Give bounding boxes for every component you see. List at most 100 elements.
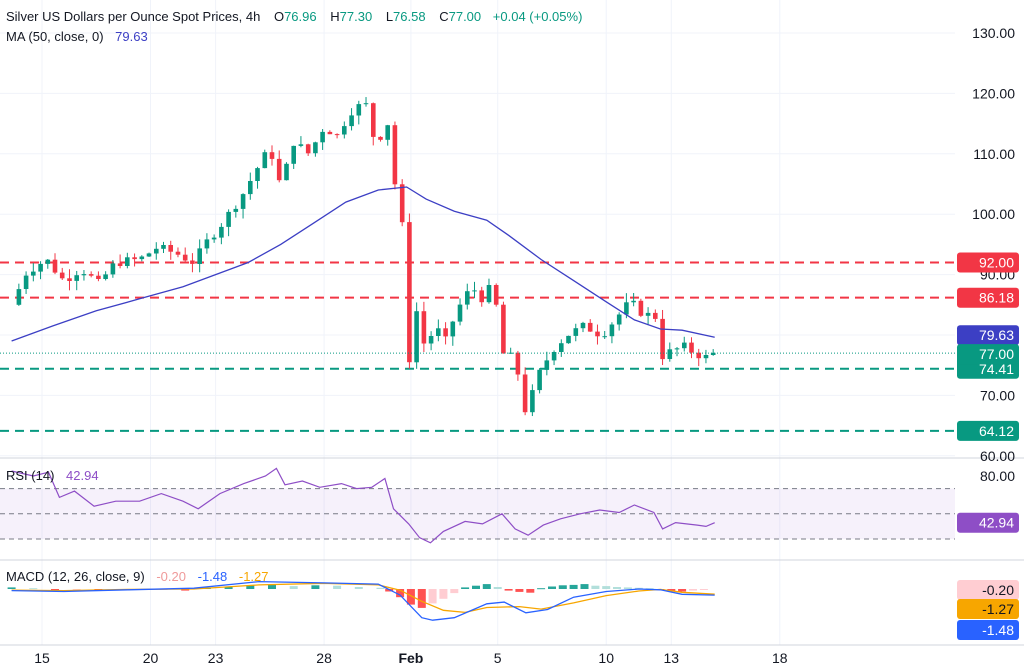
candle-body xyxy=(515,352,521,375)
candle-body xyxy=(399,184,405,223)
macd-hist-bar xyxy=(376,587,385,589)
candle-body xyxy=(103,274,108,279)
macd-hist-bar xyxy=(51,589,59,591)
close-value: 77.00 xyxy=(448,9,482,24)
chart-title: Silver US Dollars per Ounce Spot Prices,… xyxy=(6,9,261,24)
candles xyxy=(16,97,716,417)
macd-hist-bar xyxy=(417,589,426,608)
y-tick-label: 70.00 xyxy=(980,387,1015,403)
candle-body xyxy=(327,131,333,135)
candle-body xyxy=(371,103,376,137)
macd-hist-bar xyxy=(558,585,567,589)
candle-body xyxy=(342,126,347,135)
candle-body xyxy=(414,311,419,363)
macd-hist-bar xyxy=(689,589,697,591)
candle-body xyxy=(631,300,636,303)
candle-body xyxy=(689,342,694,353)
candle-body xyxy=(23,275,29,289)
candle-body xyxy=(421,311,427,344)
macd-hist-bar xyxy=(406,589,415,605)
macd-hist-bar xyxy=(354,587,363,589)
candle-body xyxy=(117,263,123,266)
macd-hist-tag: -0.20 xyxy=(982,582,1014,598)
macd-hist-bar xyxy=(678,589,687,592)
y-tick-label: 60.00 xyxy=(980,448,1015,464)
level-tag: 74.41 xyxy=(979,361,1014,377)
candle-body xyxy=(74,275,79,281)
level-tag-bg xyxy=(957,420,1019,441)
candle-body xyxy=(168,245,173,252)
candle-body xyxy=(284,163,289,181)
macd-hist-bar xyxy=(396,589,405,598)
macd-hist-bar xyxy=(548,586,556,589)
level-tag-bg xyxy=(957,287,1019,308)
macd-hist-bar xyxy=(268,584,276,589)
candle-body xyxy=(320,131,325,143)
candle-body xyxy=(31,271,36,276)
candle-body xyxy=(313,142,318,154)
candle-body xyxy=(291,145,296,164)
candle-body xyxy=(566,335,571,344)
macd-hist-bar xyxy=(181,589,190,591)
candle-body xyxy=(559,343,564,352)
macd-hist-bar xyxy=(580,584,589,589)
low-label: L xyxy=(385,9,394,24)
y-tick-label: 100.00 xyxy=(972,206,1015,222)
candle-body xyxy=(334,134,340,136)
macd-line xyxy=(11,580,715,621)
candle-body xyxy=(472,290,477,292)
candle-body xyxy=(428,336,434,344)
macd-signal-tag: -1.27 xyxy=(982,601,1014,617)
macd-line-tag: -1.48 xyxy=(982,622,1014,638)
macd-hist-bar xyxy=(7,587,16,589)
macd-hist-bar xyxy=(246,585,255,589)
candle-body xyxy=(16,289,22,305)
high-label: H xyxy=(330,9,340,24)
candle-body xyxy=(175,251,181,255)
close-label: C xyxy=(439,9,449,24)
candle-body xyxy=(363,103,369,105)
macd-hist-bar xyxy=(311,585,320,589)
macd-hist-bar xyxy=(289,586,298,589)
open-label: O xyxy=(273,9,285,24)
x-tick-label: 20 xyxy=(143,650,159,666)
candle-body xyxy=(602,336,607,338)
candle-body xyxy=(233,208,239,212)
chart-header: Silver US Dollars per Ounce Spot Prices,… xyxy=(6,9,584,24)
rsi-header: RSI (14) 42.94 xyxy=(6,468,101,483)
macd-hist-bar xyxy=(439,589,448,599)
candle-body xyxy=(125,257,130,266)
candle-body xyxy=(154,248,159,254)
ma-tag-bg xyxy=(957,325,1019,346)
open-value: 76.96 xyxy=(284,9,317,24)
macd-hist-bar xyxy=(526,589,535,593)
candle-body xyxy=(660,318,665,360)
candle-body xyxy=(443,328,448,337)
rsi-value: 42.94 xyxy=(66,468,99,483)
candle-body xyxy=(96,275,101,279)
candle-body xyxy=(262,152,268,169)
candle-body xyxy=(204,239,210,249)
candle-body xyxy=(378,136,383,140)
change-value: +0.04 (+0.05%) xyxy=(492,9,583,24)
candle-body xyxy=(595,331,600,337)
macd-hist-bar xyxy=(428,589,437,604)
candle-body xyxy=(486,285,492,303)
macd-hist-bar xyxy=(602,586,611,589)
candle-body xyxy=(624,302,629,315)
macd-line-value: -1.48 xyxy=(197,569,228,584)
candle-body xyxy=(248,181,253,195)
candle-body xyxy=(59,272,65,279)
macd-hist-bar xyxy=(613,587,621,589)
macd-hist-bar xyxy=(667,589,676,591)
candle-body xyxy=(276,158,282,181)
candle-body xyxy=(110,263,116,275)
x-axis: 15 20 23 28 Feb 5 10 13 18 xyxy=(34,650,788,666)
macd-hist-bar xyxy=(224,586,233,589)
level-tag: 64.12 xyxy=(979,423,1014,439)
y-tick-label: 120.00 xyxy=(972,85,1015,101)
macd-hist-bar xyxy=(569,584,578,589)
candle-body xyxy=(667,349,673,359)
candle-body xyxy=(269,152,275,159)
last-price-tag-bg xyxy=(957,344,1019,365)
